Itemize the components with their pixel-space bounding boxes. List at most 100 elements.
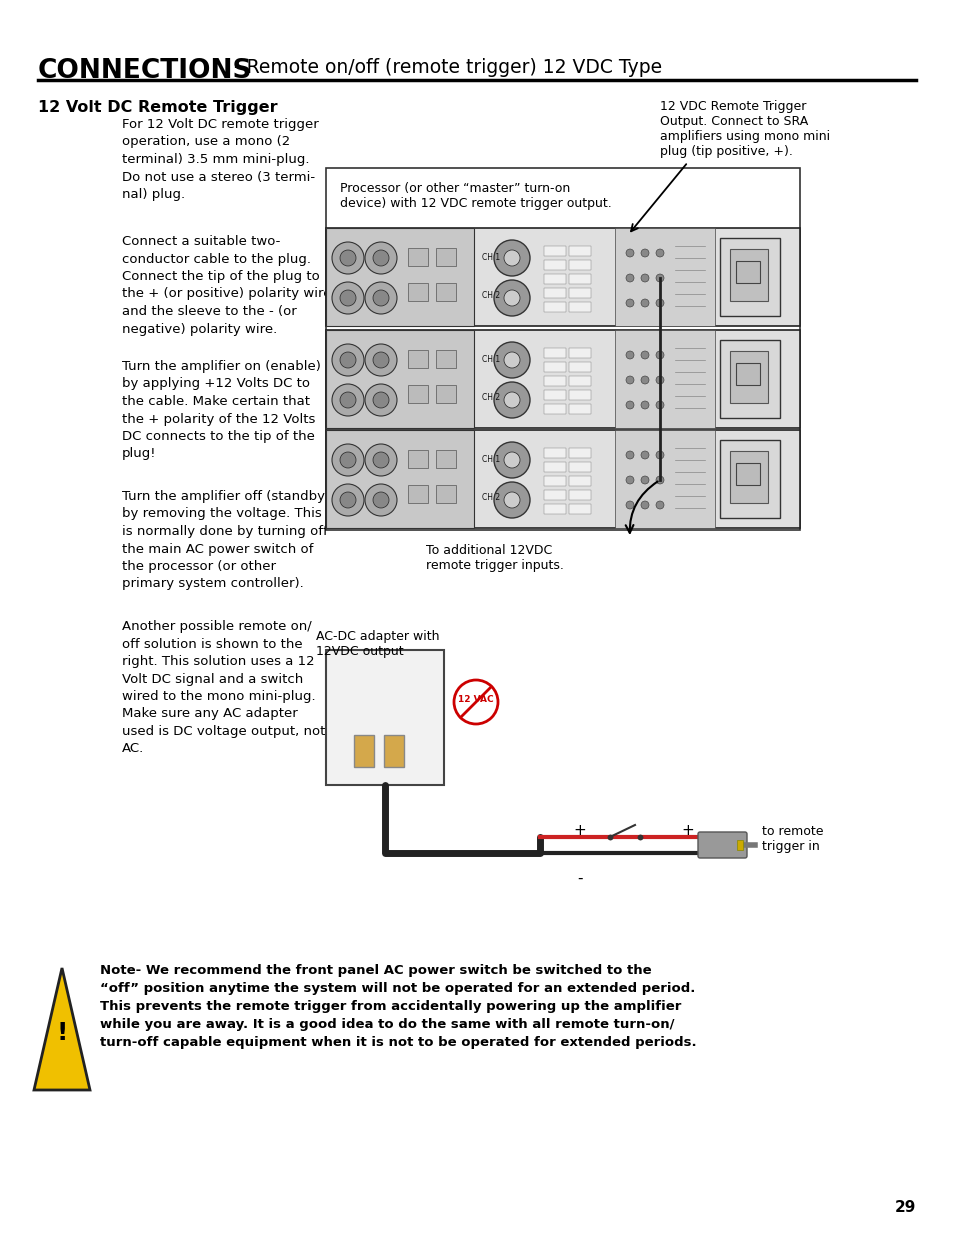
Bar [408, 350, 428, 368]
Bar [543, 303, 565, 312]
Bar [326, 228, 474, 326]
Bar [436, 450, 456, 468]
Circle shape [365, 345, 396, 375]
Bar [568, 303, 590, 312]
Polygon shape [34, 968, 90, 1091]
Circle shape [625, 401, 634, 409]
Circle shape [503, 352, 519, 368]
Circle shape [656, 501, 663, 509]
Bar [326, 430, 474, 529]
Circle shape [339, 391, 355, 408]
Circle shape [503, 391, 519, 408]
Text: 12 VAC: 12 VAC [457, 694, 494, 704]
Circle shape [656, 274, 663, 282]
Bar [615, 330, 714, 429]
Bar [408, 283, 428, 301]
Circle shape [494, 442, 530, 478]
Text: +: + [573, 823, 586, 839]
Circle shape [339, 249, 355, 266]
Bar [354, 735, 374, 767]
Circle shape [365, 445, 396, 475]
Circle shape [339, 452, 355, 468]
Text: Turn the amplifier on (enable)
by applying +12 Volts DC to
the cable. Make certa: Turn the amplifier on (enable) by applyi… [122, 359, 320, 461]
Bar [729, 351, 767, 403]
Bar [735, 463, 760, 485]
Circle shape [625, 274, 634, 282]
Bar [543, 448, 565, 458]
Bar [543, 390, 565, 400]
Bar [326, 330, 474, 429]
Text: CH 2: CH 2 [481, 291, 499, 300]
Text: Processor (or other “master” turn-on
device) with 12 VDC remote trigger output.: Processor (or other “master” turn-on dev… [339, 182, 611, 210]
Circle shape [373, 352, 389, 368]
Bar [543, 261, 565, 270]
Circle shape [454, 680, 497, 724]
Text: 29: 29 [894, 1200, 915, 1215]
Circle shape [503, 249, 519, 266]
Bar [720, 238, 780, 316]
Circle shape [640, 401, 648, 409]
Circle shape [494, 382, 530, 417]
Bar [568, 404, 590, 414]
Circle shape [656, 451, 663, 459]
Bar [568, 390, 590, 400]
Bar [326, 228, 800, 326]
Circle shape [332, 445, 364, 475]
Bar [543, 504, 565, 514]
Bar [568, 475, 590, 487]
Bar [735, 261, 760, 283]
Text: CH 1: CH 1 [481, 456, 499, 464]
Bar [568, 490, 590, 500]
Text: +: + [680, 823, 694, 839]
Text: !: ! [56, 1021, 68, 1045]
Bar [408, 248, 428, 266]
Circle shape [373, 391, 389, 408]
Circle shape [332, 484, 364, 516]
Bar [729, 451, 767, 503]
Circle shape [332, 384, 364, 416]
Circle shape [373, 290, 389, 306]
Bar [543, 288, 565, 298]
Bar [568, 362, 590, 372]
Circle shape [640, 299, 648, 308]
Bar [720, 440, 780, 517]
Text: CH 1: CH 1 [481, 356, 499, 364]
Circle shape [494, 342, 530, 378]
Bar [408, 450, 428, 468]
Circle shape [625, 451, 634, 459]
Circle shape [625, 249, 634, 257]
Bar [543, 348, 565, 358]
Circle shape [339, 352, 355, 368]
Circle shape [656, 249, 663, 257]
Bar [735, 363, 760, 385]
Text: Note- We recommend the front panel AC power switch be switched to the
“off” posi: Note- We recommend the front panel AC po… [100, 965, 696, 1049]
Bar [543, 246, 565, 256]
Circle shape [494, 280, 530, 316]
Circle shape [494, 240, 530, 275]
Circle shape [640, 375, 648, 384]
Circle shape [332, 282, 364, 314]
Circle shape [503, 452, 519, 468]
Circle shape [625, 299, 634, 308]
Circle shape [656, 401, 663, 409]
Bar [543, 362, 565, 372]
Bar [720, 340, 780, 417]
Bar [408, 485, 428, 503]
Circle shape [365, 242, 396, 274]
Bar [408, 385, 428, 403]
Text: CH 1: CH 1 [481, 253, 499, 263]
Bar [568, 246, 590, 256]
Text: Another possible remote on/
off solution is shown to the
right. This solution us: Another possible remote on/ off solution… [122, 620, 325, 756]
Circle shape [503, 290, 519, 306]
Circle shape [503, 492, 519, 508]
Circle shape [373, 452, 389, 468]
Bar [436, 385, 456, 403]
Circle shape [339, 290, 355, 306]
Text: to remote
trigger in: to remote trigger in [761, 825, 822, 853]
Circle shape [656, 351, 663, 359]
Circle shape [625, 351, 634, 359]
Bar [326, 650, 443, 785]
Text: CONNECTIONS: CONNECTIONS [38, 58, 253, 84]
Text: Turn the amplifier off (standby)
by removing the voltage. This
is normally done : Turn the amplifier off (standby) by remo… [122, 490, 330, 590]
Bar [543, 475, 565, 487]
